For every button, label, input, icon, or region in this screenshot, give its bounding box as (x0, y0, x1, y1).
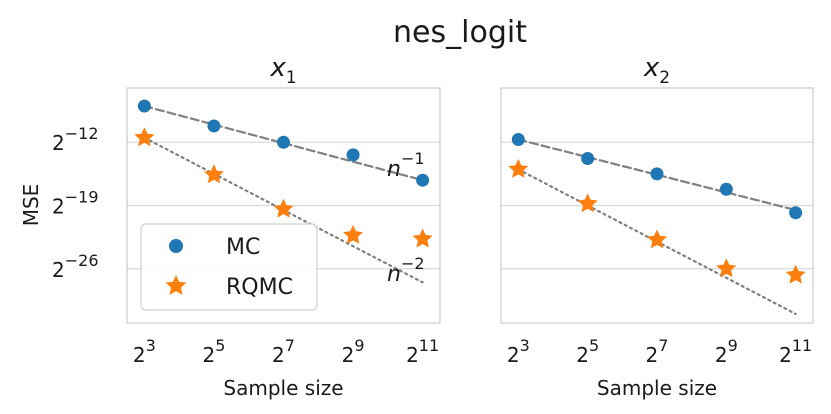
rqmc-point (412, 228, 433, 248)
mc-point (650, 167, 664, 181)
x-tick-label: 211 (779, 336, 812, 367)
x-tick-label: 23 (133, 336, 156, 367)
mc-point (277, 135, 290, 149)
mc-point (511, 133, 525, 147)
panel-2: x2 23 25 27 29 211 Sample size (500, 53, 814, 400)
mc-point (207, 119, 221, 133)
legend-label: RQMC (226, 275, 293, 300)
x-axis-label: Sample size (597, 376, 717, 400)
x-tick-label: 29 (342, 336, 365, 367)
panel-title: x2 (643, 53, 670, 88)
y-axis-label: MSE (19, 184, 43, 227)
mc-point (346, 148, 360, 162)
mc-point (581, 152, 595, 165)
ref-label-mc: n−1 (387, 149, 425, 182)
rqmc-point (716, 258, 737, 278)
chart-title: nes_logit (393, 15, 527, 50)
rqmc-point (273, 198, 294, 218)
panel-1: x1 23 25 27 29 211 Sample size 2−12 2−19 2−26 n−1 n… (52, 53, 441, 400)
legend-label: MC (226, 235, 260, 260)
rqmc-point (577, 193, 598, 213)
x-tick-label: 27 (272, 336, 295, 367)
panel-title: x1 (269, 53, 296, 88)
x-tick-label: 211 (406, 336, 439, 367)
rqmc-point (343, 224, 364, 244)
x-tick-label: 29 (715, 336, 738, 367)
mc-point (719, 182, 733, 196)
legend-marker-rqmc (165, 275, 187, 295)
x-tick-label: 25 (202, 336, 225, 367)
legend: MC RQMC (140, 223, 318, 311)
legend-box (140, 223, 318, 311)
x-axis-label: Sample size (223, 376, 343, 400)
panel-frame (500, 87, 814, 324)
x-tick-label: 25 (576, 336, 599, 367)
mc-point (789, 206, 803, 220)
rqmc-point (203, 164, 224, 184)
y-tick-label: 2−12 (52, 124, 99, 155)
rqmc-point (785, 264, 806, 284)
mc-point (416, 173, 430, 187)
x-tick-label: 27 (646, 336, 669, 367)
rqmc-point (647, 229, 667, 249)
legend-marker-mc (169, 239, 183, 253)
rqmc-point (134, 127, 155, 147)
panel-frame (126, 87, 441, 324)
y-tick-label: 2−26 (52, 251, 99, 282)
x-tick-label: 23 (507, 336, 530, 367)
rqmc-point (508, 158, 529, 178)
y-tick-label: 2−19 (52, 188, 99, 219)
mc-point (137, 99, 151, 113)
ref-label-rqmc: n−2 (387, 254, 425, 287)
